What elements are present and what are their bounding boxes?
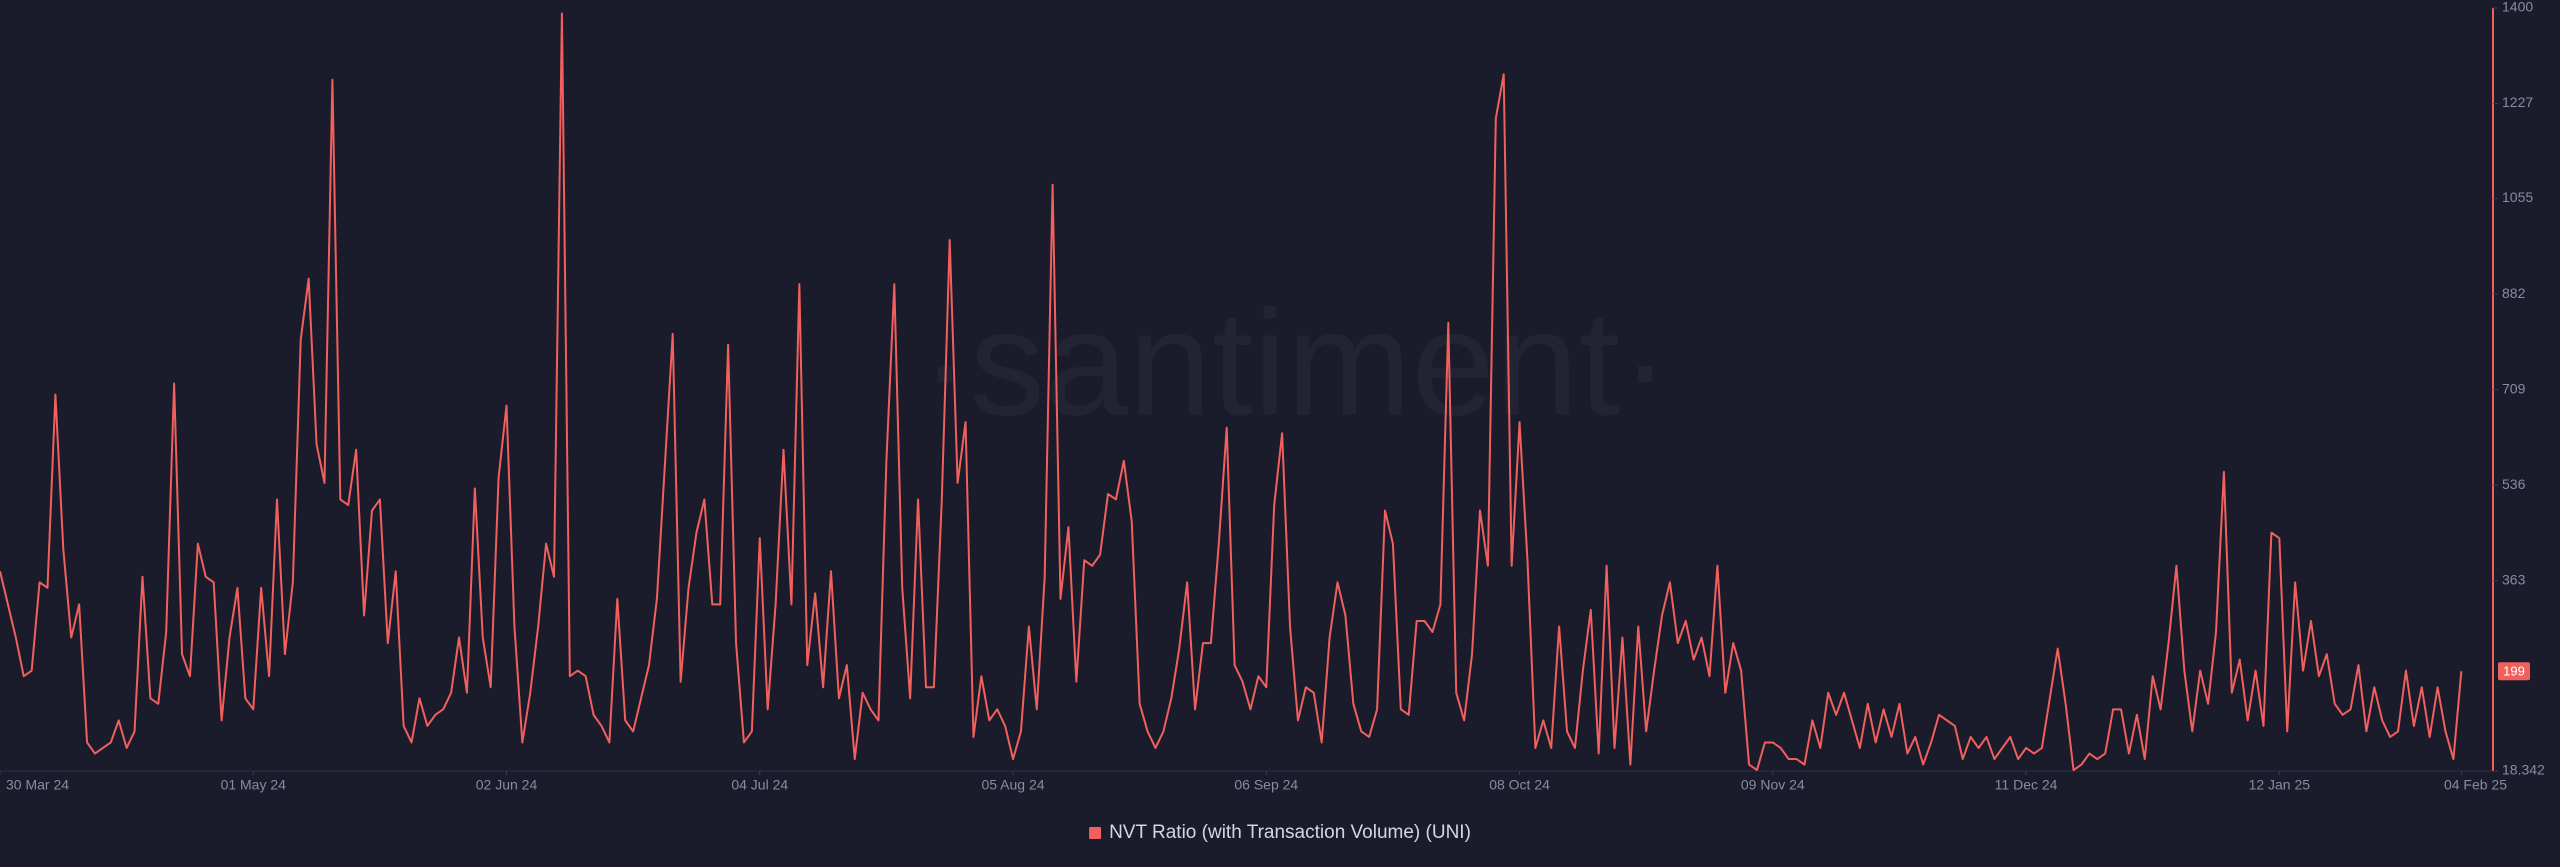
legend-swatch bbox=[1089, 827, 1102, 839]
y-tick-label: 18.342 bbox=[2502, 762, 2545, 778]
y-tick-label: 1055 bbox=[2502, 189, 2533, 205]
x-tick-label: 01 May 24 bbox=[221, 777, 287, 793]
x-tick-label: 06 Sep 24 bbox=[1234, 777, 1298, 793]
x-tick-label: 11 Dec 24 bbox=[1995, 777, 2058, 793]
legend-label: NVT Ratio (with Transaction Volume) (UNI… bbox=[1109, 822, 1471, 843]
x-tick-label: 04 Jul 24 bbox=[731, 777, 788, 793]
y-tick-label: 882 bbox=[2502, 285, 2526, 301]
last-value-badge bbox=[2498, 662, 2530, 681]
x-tick-label: 04 Feb 25 bbox=[2444, 777, 2507, 793]
x-tick-label: 05 Aug 24 bbox=[981, 777, 1044, 793]
y-tick-label: 536 bbox=[2502, 476, 2526, 492]
series-line bbox=[0, 12, 2463, 772]
y-tick-label: 709 bbox=[2502, 380, 2526, 396]
y-tick-label: 363 bbox=[2502, 571, 2526, 587]
x-tick-label: 08 Oct 24 bbox=[1489, 777, 1550, 793]
x-tick-label: 12 Jan 25 bbox=[2249, 777, 2311, 793]
watermark: ·santiment· bbox=[920, 279, 1670, 447]
last-value-label: 199 bbox=[2503, 664, 2525, 679]
y-tick-label: 1400 bbox=[2502, 0, 2533, 15]
x-tick-label: 02 Jun 24 bbox=[476, 777, 538, 793]
x-tick-label: 09 Nov 24 bbox=[1741, 777, 1805, 793]
y-tick-label: 1227 bbox=[2502, 94, 2533, 110]
x-tick-label: 30 Mar 24 bbox=[6, 777, 69, 793]
